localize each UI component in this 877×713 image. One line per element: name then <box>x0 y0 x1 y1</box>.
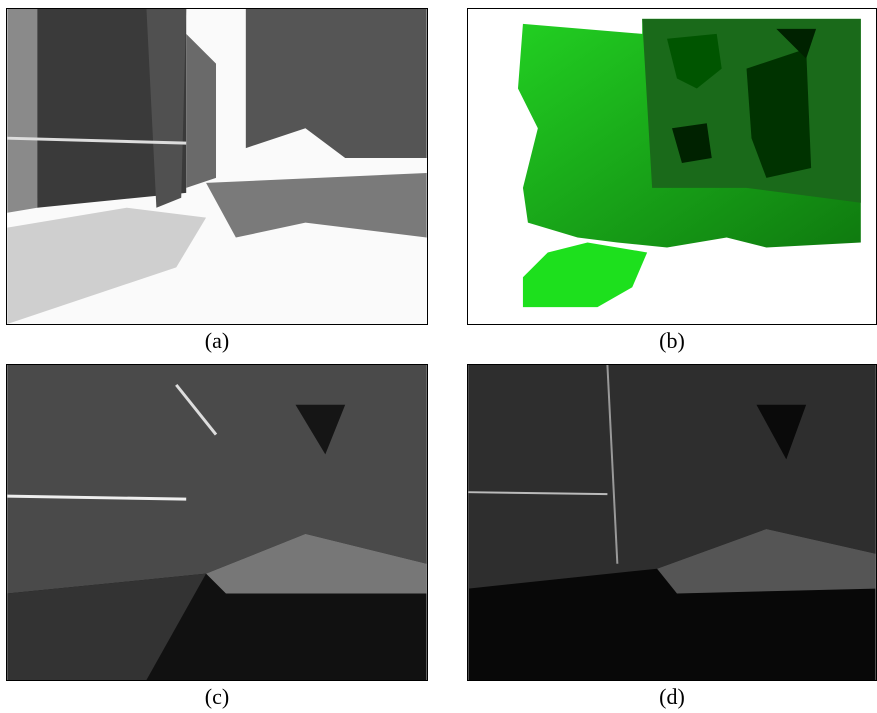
image-depth <box>467 8 877 325</box>
caption: (a) <box>167 328 267 354</box>
image-edges-d <box>467 364 877 681</box>
figure: (a) (b) (c) (d) <box>0 0 877 713</box>
image-grayscale <box>6 8 428 325</box>
image-edges-c <box>6 364 428 681</box>
caption: (c) <box>167 684 267 710</box>
caption: (d) <box>622 684 722 710</box>
caption: (b) <box>622 328 722 354</box>
